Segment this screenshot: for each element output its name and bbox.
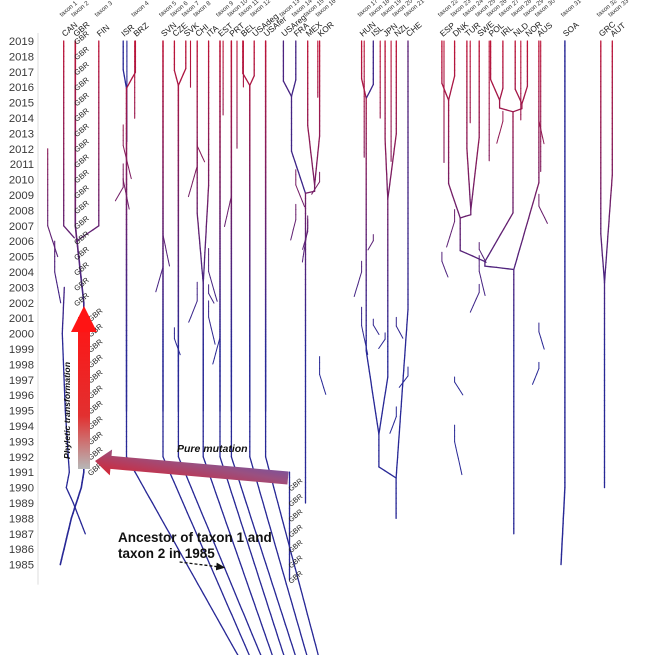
svg-text:2013: 2013 — [9, 128, 34, 140]
svg-text:1999: 1999 — [9, 344, 34, 356]
svg-text:1991: 1991 — [9, 467, 34, 479]
svg-text:1987: 1987 — [9, 529, 34, 541]
svg-text:2014: 2014 — [9, 113, 34, 125]
svg-text:1998: 1998 — [9, 359, 34, 371]
svg-text:2001: 2001 — [9, 313, 34, 325]
svg-text:Ancestor of taxon 1 and: Ancestor of taxon 1 and — [118, 530, 272, 545]
svg-text:2008: 2008 — [9, 205, 34, 217]
svg-text:2012: 2012 — [9, 144, 34, 156]
svg-text:1990: 1990 — [9, 483, 34, 495]
svg-text:1996: 1996 — [9, 390, 34, 402]
svg-text:taxon 2 in 1985: taxon 2 in 1985 — [118, 546, 215, 561]
svg-text:2009: 2009 — [9, 190, 34, 202]
svg-text:1986: 1986 — [9, 544, 34, 556]
svg-text:2000: 2000 — [9, 329, 34, 341]
svg-text:2006: 2006 — [9, 236, 34, 248]
svg-text:2003: 2003 — [9, 282, 34, 294]
svg-text:2007: 2007 — [9, 221, 34, 233]
svg-text:1992: 1992 — [9, 452, 34, 464]
svg-text:1994: 1994 — [9, 421, 34, 433]
svg-text:2004: 2004 — [9, 267, 34, 279]
svg-text:1988: 1988 — [9, 513, 34, 525]
svg-text:2016: 2016 — [9, 82, 34, 94]
svg-text:Phyletic transformation: Phyletic transformation — [62, 362, 72, 459]
svg-text:2015: 2015 — [9, 98, 34, 110]
svg-text:1993: 1993 — [9, 436, 34, 448]
svg-text:2005: 2005 — [9, 252, 34, 264]
svg-text:1995: 1995 — [9, 406, 34, 418]
svg-text:2017: 2017 — [9, 67, 34, 79]
svg-text:2018: 2018 — [9, 51, 34, 63]
svg-text:2011: 2011 — [10, 159, 34, 171]
svg-text:2019: 2019 — [9, 36, 34, 48]
svg-text:Pure mutation: Pure mutation — [177, 443, 248, 455]
svg-text:1985: 1985 — [9, 560, 34, 572]
svg-text:2010: 2010 — [9, 175, 34, 187]
svg-text:1997: 1997 — [9, 375, 34, 387]
svg-text:1989: 1989 — [9, 498, 34, 510]
svg-text:2002: 2002 — [9, 298, 34, 310]
